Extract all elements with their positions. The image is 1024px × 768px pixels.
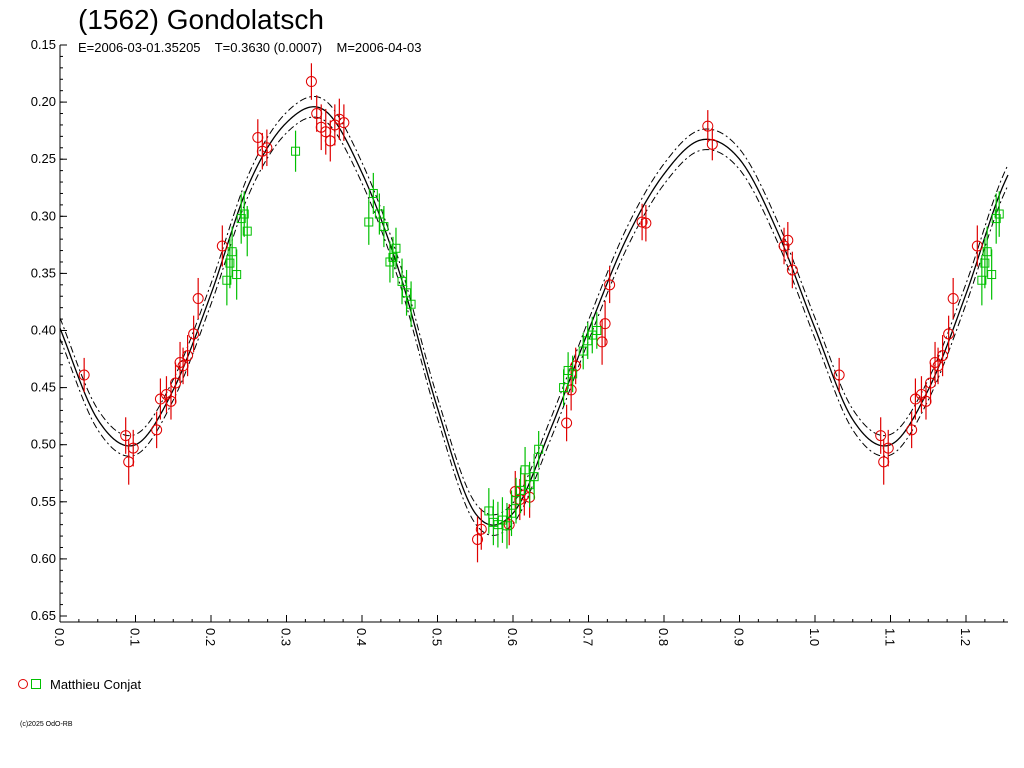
chart-title: (1562) Gondolatsch bbox=[78, 4, 324, 35]
data-point-square bbox=[994, 209, 1004, 219]
copyright-note: (c)2025 OdO-RB bbox=[20, 721, 73, 728]
y-tick-label: 0.25 bbox=[31, 151, 56, 166]
x-tick-label: 1.1 bbox=[883, 628, 898, 646]
data-point-square bbox=[232, 270, 242, 280]
data-point-square bbox=[222, 275, 232, 285]
x-tick-label: 1.2 bbox=[958, 628, 973, 646]
data-point-square bbox=[388, 252, 398, 262]
data-point-circle bbox=[937, 350, 949, 362]
data-point-circle bbox=[188, 328, 200, 340]
data-point-circle bbox=[472, 533, 484, 545]
x-tick-label: 0.7 bbox=[581, 628, 596, 646]
data-point-circle bbox=[604, 279, 616, 291]
data-point-circle bbox=[702, 120, 714, 132]
legend-square-marker bbox=[31, 679, 41, 689]
data-point-circle bbox=[786, 264, 798, 276]
y-tick-label: 0.55 bbox=[31, 494, 56, 509]
data-point-circle bbox=[778, 240, 790, 252]
data-point-circle bbox=[216, 240, 228, 252]
x-tick-label: 0.8 bbox=[656, 628, 671, 646]
data-point-square bbox=[529, 472, 539, 482]
data-point-circle bbox=[565, 384, 577, 396]
data-point-circle bbox=[833, 369, 845, 381]
data-point-square bbox=[364, 217, 374, 227]
data-point-circle bbox=[305, 76, 317, 88]
data-point-circle bbox=[782, 234, 794, 246]
y-tick-label: 0.50 bbox=[31, 437, 56, 452]
data-point-square bbox=[239, 209, 249, 219]
y-tick-label: 0.40 bbox=[31, 323, 56, 338]
chart-subtitle: E=2006-03-01.35205 T=0.3630 (0.0007) M=2… bbox=[78, 40, 422, 55]
data-point-square bbox=[368, 188, 378, 198]
data-point-square bbox=[987, 270, 997, 280]
data-point-circle bbox=[929, 356, 941, 368]
data-point-circle bbox=[475, 523, 487, 535]
data-point-circle bbox=[706, 138, 718, 150]
y-tick-label: 0.35 bbox=[31, 265, 56, 280]
data-point-square bbox=[977, 275, 987, 285]
data-point-square bbox=[391, 243, 401, 253]
fit-curve-upper-envelope bbox=[59, 95, 1009, 516]
y-tick-label: 0.20 bbox=[31, 94, 56, 109]
data-point-circle bbox=[78, 369, 90, 381]
y-tick-label: 0.30 bbox=[31, 208, 56, 223]
data-point-circle bbox=[640, 217, 652, 229]
x-tick-label: 0.5 bbox=[430, 628, 445, 646]
x-tick-label: 0.6 bbox=[505, 628, 520, 646]
x-tick-label: 0.3 bbox=[279, 628, 294, 646]
data-point-square bbox=[991, 214, 1001, 224]
x-tick-label: 1.0 bbox=[807, 628, 822, 646]
y-tick-label: 0.15 bbox=[31, 37, 56, 52]
data-point-circle bbox=[599, 318, 611, 330]
data-point-circle bbox=[338, 117, 350, 129]
data-point-circle bbox=[151, 424, 163, 436]
y-tick-label: 0.65 bbox=[31, 608, 56, 623]
data-point-circle bbox=[174, 356, 186, 368]
x-tick-label: 0.9 bbox=[732, 628, 747, 646]
legend-circle-marker bbox=[18, 679, 28, 689]
data-point-circle bbox=[261, 142, 273, 154]
x-tick-label: 0.4 bbox=[354, 628, 369, 646]
y-tick-label: 0.45 bbox=[31, 380, 56, 395]
data-point-square bbox=[236, 214, 246, 224]
data-point-square bbox=[980, 258, 990, 268]
data-point-circle bbox=[875, 430, 887, 442]
data-point-circle bbox=[943, 328, 955, 340]
x-tick-label: 0.0 bbox=[52, 628, 67, 646]
data-point-square bbox=[568, 369, 578, 379]
data-point-circle bbox=[882, 442, 894, 454]
data-point-square bbox=[242, 226, 252, 236]
legend: Matthieu Conjat bbox=[18, 675, 141, 693]
data-point-circle bbox=[561, 417, 573, 429]
data-point-square bbox=[291, 146, 301, 156]
x-tick-label: 0.1 bbox=[128, 628, 143, 646]
data-point-circle bbox=[127, 442, 139, 454]
data-point-square bbox=[379, 222, 389, 232]
legend-label: Matthieu Conjat bbox=[50, 676, 142, 692]
x-tick-label: 0.2 bbox=[203, 628, 218, 646]
data-point-circle bbox=[120, 430, 132, 442]
data-point-square bbox=[534, 444, 544, 454]
data-point-square bbox=[225, 258, 235, 268]
data-point-square bbox=[592, 326, 602, 335]
data-point-circle bbox=[192, 293, 204, 305]
data-point-circle bbox=[570, 360, 582, 372]
data-point-circle bbox=[182, 350, 194, 362]
data-point-square bbox=[385, 257, 395, 267]
data-point-circle bbox=[906, 424, 918, 436]
data-point-circle bbox=[971, 240, 983, 252]
data-point-square bbox=[406, 299, 416, 309]
y-tick-label: 0.60 bbox=[31, 551, 56, 566]
data-point-circle bbox=[947, 293, 959, 305]
